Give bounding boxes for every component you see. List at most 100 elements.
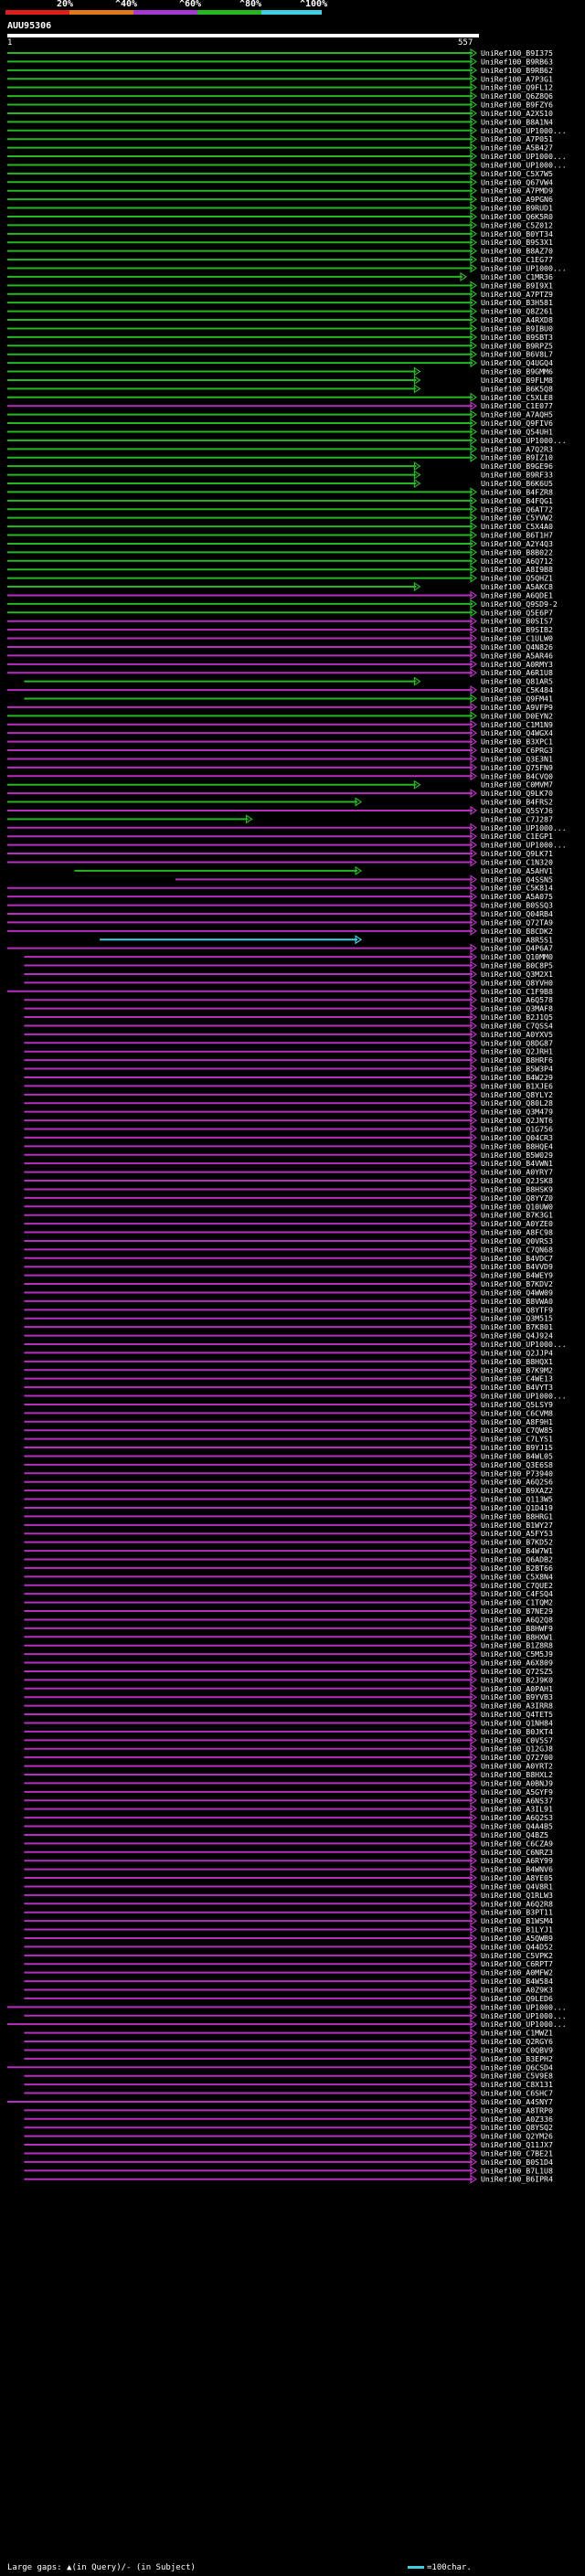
hit-id-label[interactable]: UniRef100_B4VYT3 bbox=[481, 1383, 553, 1392]
hit-id-label[interactable]: UniRef100_C4FSQ4 bbox=[481, 1589, 553, 1598]
hit-id-label[interactable]: UniRef100_B8B022 bbox=[481, 547, 553, 557]
hit-id-label[interactable]: UniRef100_Q81AR5 bbox=[481, 677, 553, 686]
hit-id-label[interactable]: UniRef100_A0PAH1 bbox=[481, 1684, 553, 1693]
hit-id-label[interactable]: UniRef100_Q9FIV6 bbox=[481, 419, 553, 428]
hit-id-label[interactable]: UniRef100_Q3E3N1 bbox=[481, 754, 553, 763]
hit-id-label[interactable]: UniRef100_Q1D419 bbox=[481, 1503, 553, 1512]
hit-id-label[interactable]: UniRef100_Q72SZ5 bbox=[481, 1667, 553, 1676]
hit-id-label[interactable]: UniRef100_B1LYJ1 bbox=[481, 1925, 553, 1935]
hit-id-label[interactable]: UniRef100_A6RY99 bbox=[481, 1856, 553, 1865]
hit-id-label[interactable]: UniRef100_C1F9B8 bbox=[481, 987, 553, 996]
hit-id-label[interactable]: UniRef100_B3H581 bbox=[481, 298, 553, 307]
hit-id-label[interactable]: UniRef100_Q9LK71 bbox=[481, 849, 553, 858]
hit-id-label[interactable]: UniRef100_A5QWB9 bbox=[481, 1934, 553, 1943]
hit-id-label[interactable]: UniRef100_C1N320 bbox=[481, 857, 553, 866]
hit-id-label[interactable]: UniRef100_B9I9X1 bbox=[481, 281, 553, 290]
hit-id-label[interactable]: UniRef100_B4VDC7 bbox=[481, 1254, 553, 1263]
hit-id-label[interactable]: UniRef100_B1WSM4 bbox=[481, 1916, 553, 1925]
hit-id-label[interactable]: UniRef100_A9VFP9 bbox=[481, 703, 553, 712]
hit-id-label[interactable]: UniRef100_Q9FL12 bbox=[481, 83, 553, 92]
hit-id-label[interactable]: UniRef100_UP1000... bbox=[481, 841, 567, 850]
hit-id-label[interactable]: UniRef100_B7NE29 bbox=[481, 1606, 553, 1616]
hit-id-label[interactable]: UniRef100_B9S3X1 bbox=[481, 238, 553, 247]
hit-id-label[interactable]: UniRef100_B4FZR8 bbox=[481, 487, 553, 496]
hit-id-label[interactable]: UniRef100_Q1G756 bbox=[481, 1125, 553, 1134]
hit-id-label[interactable]: UniRef100_Q8DG87 bbox=[481, 1038, 553, 1047]
hit-id-label[interactable]: UniRef100_Q80L28 bbox=[481, 1098, 553, 1108]
hit-id-label[interactable]: UniRef100_A7PMD9 bbox=[481, 186, 553, 196]
hit-id-label[interactable]: UniRef100_A7Q2R3 bbox=[481, 444, 553, 453]
hit-id-label[interactable]: UniRef100_C6PRG3 bbox=[481, 746, 553, 755]
hit-id-label[interactable]: UniRef100_B7L1U8 bbox=[481, 2166, 553, 2175]
hit-id-label[interactable]: UniRef100_B9SIB2 bbox=[481, 625, 553, 634]
hit-id-label[interactable]: UniRef100_UP1000... bbox=[481, 1392, 567, 1401]
hit-id-label[interactable]: UniRef100_B9GMM6 bbox=[481, 367, 553, 376]
hit-id-label[interactable]: UniRef100_B5W029 bbox=[481, 1150, 553, 1160]
hit-id-label[interactable]: UniRef100_B4W229 bbox=[481, 1073, 553, 1082]
hit-id-label[interactable]: UniRef100_A6Q2S3 bbox=[481, 1813, 553, 1822]
hit-id-label[interactable]: UniRef100_UP1000... bbox=[481, 264, 567, 273]
hit-id-label[interactable]: UniRef100_Q9FM41 bbox=[481, 694, 553, 704]
hit-id-label[interactable]: UniRef100_B6T1H7 bbox=[481, 531, 553, 540]
hit-id-label[interactable]: UniRef100_B9RF33 bbox=[481, 471, 553, 480]
hit-id-label[interactable]: UniRef100_B7K3G1 bbox=[481, 1211, 553, 1220]
hit-id-label[interactable]: UniRef100_C1MWZ1 bbox=[481, 2029, 553, 2038]
hit-id-label[interactable]: UniRef100_Q72TA9 bbox=[481, 917, 553, 927]
hit-id-label[interactable]: UniRef100_Q4V8R1 bbox=[481, 1882, 553, 1891]
hit-id-label[interactable]: UniRef100_B9RB63 bbox=[481, 57, 553, 66]
hit-id-label[interactable]: UniRef100_A5A075 bbox=[481, 892, 553, 901]
hit-id-label[interactable]: UniRef100_B8HRG1 bbox=[481, 1511, 553, 1521]
hit-id-label[interactable]: UniRef100_B9FZY6 bbox=[481, 101, 553, 110]
hit-id-label[interactable]: UniRef100_B7K801 bbox=[481, 1322, 553, 1331]
hit-id-label[interactable]: UniRef100_B4WEY9 bbox=[481, 1271, 553, 1280]
hit-id-label[interactable]: UniRef100_C5VPK2 bbox=[481, 1951, 553, 1960]
hit-id-label[interactable]: UniRef100_A0MFW2 bbox=[481, 1968, 553, 1977]
hit-id-label[interactable]: UniRef100_P73940 bbox=[481, 1468, 553, 1478]
hit-id-label[interactable]: UniRef100_UP1000... bbox=[481, 160, 567, 169]
hit-id-label[interactable]: UniRef100_B4W584 bbox=[481, 1977, 553, 1986]
hit-id-label[interactable]: UniRef100_B8CDK2 bbox=[481, 927, 553, 936]
hit-id-label[interactable]: UniRef100_C7QN68 bbox=[481, 1245, 553, 1254]
hit-id-label[interactable]: UniRef100_Q5E6P7 bbox=[481, 608, 553, 617]
hit-id-label[interactable]: UniRef100_C7BE21 bbox=[481, 2148, 553, 2157]
hit-id-label[interactable]: UniRef100_A6Q2R8 bbox=[481, 1899, 553, 1908]
hit-id-label[interactable]: UniRef100_A6Q2Q8 bbox=[481, 1615, 553, 1624]
hit-id-label[interactable]: UniRef100_A6Q578 bbox=[481, 995, 553, 1004]
hit-id-label[interactable]: UniRef100_A0YZE0 bbox=[481, 1219, 553, 1228]
hit-id-label[interactable]: UniRef100_A3IRR8 bbox=[481, 1701, 553, 1711]
hit-id-label[interactable]: UniRef100_B1WY27 bbox=[481, 1521, 553, 1530]
hit-id-label[interactable]: UniRef100_A0BNJ9 bbox=[481, 1778, 553, 1787]
hit-id-label[interactable]: UniRef100_Q9SD9-2 bbox=[481, 599, 558, 609]
hit-id-label[interactable]: UniRef100_Q2JRH1 bbox=[481, 1047, 553, 1056]
hit-id-label[interactable]: UniRef100_Q4UGQ4 bbox=[481, 358, 553, 367]
hit-id-label[interactable]: UniRef100_Q12GJ8 bbox=[481, 1744, 553, 1754]
hit-id-label[interactable]: UniRef100_Q2YM26 bbox=[481, 2132, 553, 2141]
hit-id-label[interactable]: UniRef100_B4CVQ0 bbox=[481, 771, 553, 780]
hit-id-label[interactable]: UniRef100_C6CZA9 bbox=[481, 1839, 553, 1848]
hit-id-label[interactable]: UniRef100_C7J287 bbox=[481, 814, 553, 823]
hit-id-label[interactable]: UniRef100_C6CVM8 bbox=[481, 1408, 553, 1417]
hit-id-label[interactable]: UniRef100_Q4J924 bbox=[481, 1331, 553, 1341]
hit-id-label[interactable]: UniRef100_B7KDV2 bbox=[481, 1279, 553, 1288]
hit-id-label[interactable]: UniRef100_Q04CR3 bbox=[481, 1133, 553, 1142]
hit-id-label[interactable]: UniRef100_Q0VRS3 bbox=[481, 1236, 553, 1246]
hit-id-label[interactable]: UniRef100_C5K814 bbox=[481, 884, 553, 893]
hit-id-label[interactable]: UniRef100_UP1000... bbox=[481, 152, 567, 161]
hit-id-label[interactable]: UniRef100_C7QUE2 bbox=[481, 1581, 553, 1590]
hit-id-label[interactable]: UniRef100_B8HQE4 bbox=[481, 1141, 553, 1150]
hit-id-label[interactable]: UniRef100_C5K484 bbox=[481, 685, 553, 694]
hit-id-label[interactable]: UniRef100_B0C8P5 bbox=[481, 961, 553, 970]
hit-id-label[interactable]: UniRef100_B6K5Q8 bbox=[481, 384, 553, 393]
hit-id-label[interactable]: UniRef100_B9I375 bbox=[481, 48, 553, 58]
hit-id-label[interactable]: UniRef100_C5X4A0 bbox=[481, 522, 553, 531]
hit-id-label[interactable]: UniRef100_Q4WGX4 bbox=[481, 728, 553, 737]
hit-id-label[interactable]: UniRef100_B4VVD9 bbox=[481, 1262, 553, 1271]
hit-id-label[interactable]: UniRef100_C1E077 bbox=[481, 401, 553, 410]
hit-id-label[interactable]: UniRef100_UP1000... bbox=[481, 2019, 567, 2029]
hit-id-label[interactable]: UniRef100_C5Z012 bbox=[481, 220, 553, 229]
hit-id-label[interactable]: UniRef100_B9RUD1 bbox=[481, 204, 553, 213]
hit-id-label[interactable]: UniRef100_B6IPR4 bbox=[481, 2175, 553, 2184]
hit-id-label[interactable]: UniRef100_Q72700 bbox=[481, 1753, 553, 1762]
hit-id-label[interactable]: UniRef100_A8I9B8 bbox=[481, 565, 553, 574]
hit-id-label[interactable]: UniRef100_B9YVB3 bbox=[481, 1692, 553, 1701]
